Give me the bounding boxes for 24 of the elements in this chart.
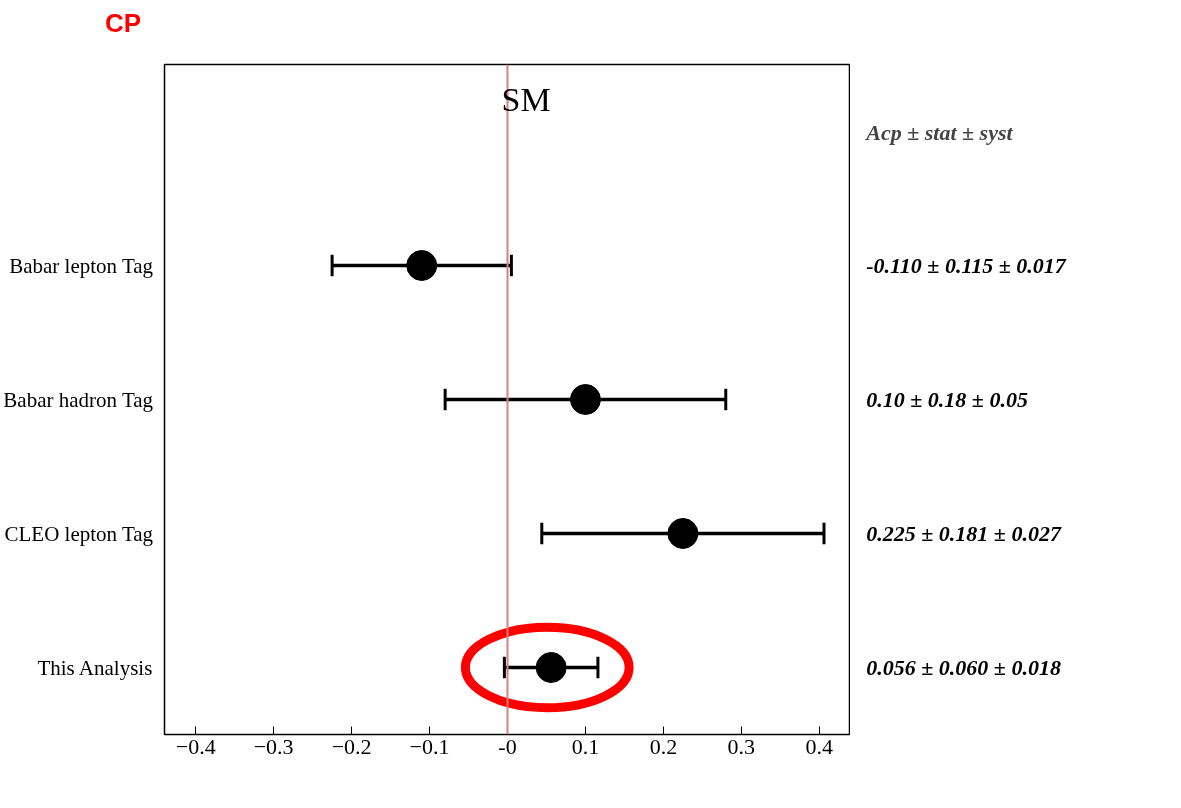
y-tick-label: Babar lepton Tag [9,253,154,278]
y-tick-label: CLEO lepton Tag [4,521,154,546]
x-tick-label: -0 [498,733,517,759]
point [667,518,699,549]
x-tick-label: −0.3 [253,733,294,759]
text: -0.110 ± 0.115 ± 0.017 [866,253,1067,278]
y-tick-label: Babar hadron Tag [3,387,154,412]
ref-line-label: SM [501,81,551,119]
point [535,652,567,683]
y-tick-label: This Analysis [37,655,153,680]
text: 0.225 ± 0.181 ± 0.027 [866,521,1062,546]
text: CP [105,7,142,40]
text: Acp ± stat ± syst [864,119,1014,145]
x-tick-label: −0.4 [175,733,216,759]
x-tick-label: 0.2 [649,733,678,759]
x-tick-label: 0.3 [727,733,756,759]
point [569,384,601,415]
text: 0.056 ± 0.060 ± 0.018 [866,655,1061,680]
x-tick-label: −0.1 [409,733,450,759]
point [406,250,438,281]
text: 0.10 ± 0.18 ± 0.05 [866,387,1028,412]
x-tick-label: 0.4 [805,733,834,759]
x-tick-label: 0.1 [571,733,600,759]
x-tick-label: −0.2 [331,733,372,759]
